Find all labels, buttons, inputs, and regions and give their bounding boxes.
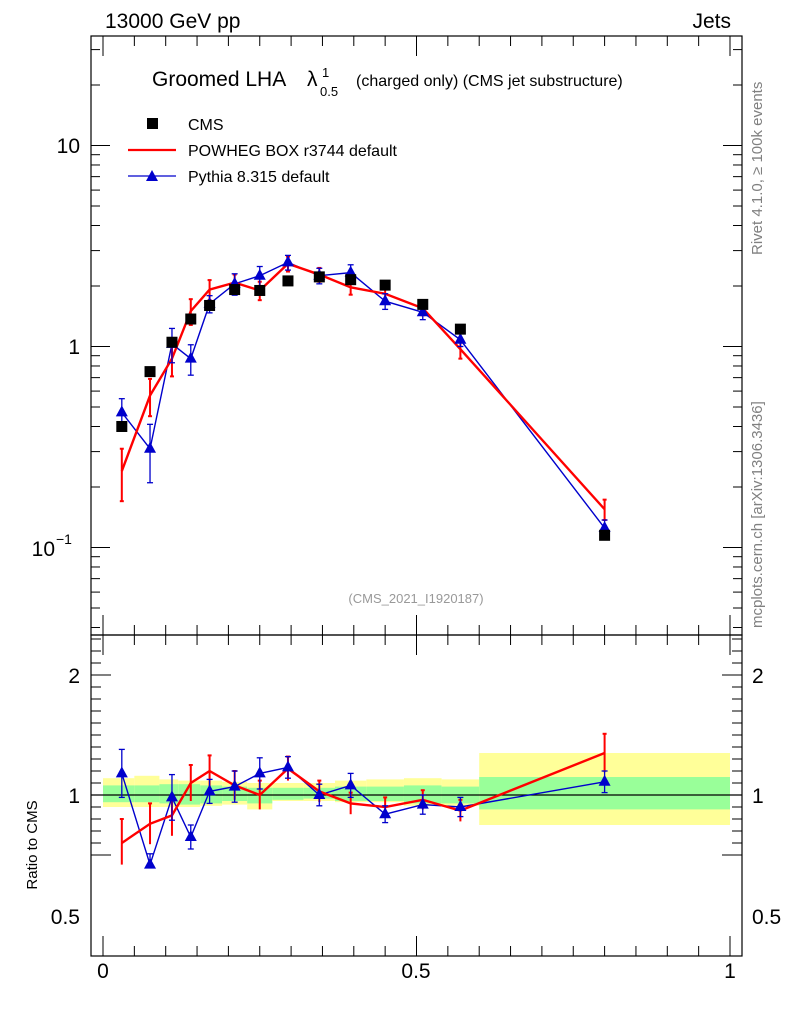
ratio-tick-1-left: 1 (68, 785, 80, 808)
legend: CMS POWHEG BOX r3744 default Pythia 8.31… (128, 117, 398, 186)
ratio-tick-1-right: 1 (752, 785, 764, 808)
pythia-ratio-line (121, 766, 605, 867)
cms-data-point (345, 274, 357, 286)
pythia-ratio-point (184, 830, 197, 841)
main-axis-ticks (91, 36, 742, 635)
cms-data-point (229, 284, 241, 296)
legend-powheg-label: POWHEG BOX r3744 default (188, 143, 398, 160)
pythia-ratio-point (313, 788, 326, 799)
pythia-ratio-point (115, 766, 128, 778)
cms-data-point (185, 313, 197, 325)
pythia-series-line (121, 261, 606, 529)
main-data-layer (115, 254, 611, 541)
y-tick-10: 10 (57, 135, 80, 158)
pythia-ratio-point (344, 778, 357, 790)
title-rest: (charged only) (CMS jet substructure) (356, 73, 623, 90)
legend-cms-marker (147, 118, 158, 129)
ratio-y-axis-label: Ratio to CMS (24, 800, 41, 889)
pythia-point (344, 265, 357, 277)
y-tick-0.1-base: 10 (32, 538, 55, 561)
pythia-ratio-point (379, 807, 392, 819)
title-lambda: λ (307, 68, 318, 91)
pythia-point (184, 351, 197, 363)
ratio-data-layer (115, 732, 611, 869)
ratio-band-inner (272, 787, 304, 800)
pythia-point (281, 255, 294, 267)
pythia-ratio-point (203, 784, 216, 796)
cms-data-point (313, 271, 325, 283)
pythia-point (253, 268, 266, 280)
mcplots-label: mcplots.cern.ch [arXiv:1306.3436] (749, 401, 766, 628)
ratio-tick-2-right: 2 (752, 665, 764, 688)
cms-data-point (116, 420, 128, 432)
x-tick-1: 1 (724, 960, 736, 983)
pythia-ratio-point (598, 774, 611, 786)
cms-data-point (379, 279, 391, 291)
rivet-label: Rivet 4.1.0, ≥ 100k events (749, 82, 766, 255)
cms-data-point (254, 284, 266, 296)
ratio-tick-2-left: 2 (68, 665, 80, 688)
x-tick-0: 0 (97, 960, 109, 983)
pythia-ratio-point (165, 790, 178, 802)
pythia-point (598, 521, 611, 533)
powheg-series-line (120, 262, 606, 511)
legend-pythia-marker (146, 170, 158, 181)
legend-cms-label: CMS (188, 117, 224, 134)
pythia-point (144, 441, 157, 453)
powheg-ratio-line (121, 751, 606, 844)
ratio-tick-05-left: 0.5 (51, 906, 80, 929)
y-tick-0.1-exp: −1 (56, 531, 72, 547)
ratio-axis-ticks (91, 635, 742, 956)
x-tick-0.5: 0.5 (401, 960, 430, 983)
pythia-ratio-point (228, 779, 241, 791)
process-header: Jets (692, 10, 731, 33)
pythia-point (115, 405, 128, 417)
pythia-point (454, 332, 467, 344)
ratio-band-inner (366, 786, 404, 801)
pythia-ratio-point (281, 760, 294, 772)
pythia-point (416, 305, 429, 317)
pythia-ratio-point (454, 800, 467, 811)
chart-title: Groomed LHA λ 1 0.5 (charged only) (CMS … (152, 65, 623, 99)
ratio-band-inner (134, 785, 160, 803)
cms-data-point (454, 323, 466, 335)
legend-pythia-label: Pythia 8.315 default (188, 169, 330, 186)
ratio-tick-05-right: 0.5 (752, 906, 781, 929)
cms-data-point (144, 366, 156, 378)
pythia-point (379, 294, 392, 306)
pythia-ratio-point (144, 857, 157, 869)
cms-data-point (417, 298, 429, 310)
pythia-ratio-point (416, 797, 429, 809)
title-subscript: 0.5 (320, 84, 338, 99)
title-main: Groomed LHA (152, 68, 286, 91)
cms-data-point (204, 299, 216, 311)
cms-data-point (166, 336, 178, 348)
pythia-ratio-point (253, 766, 266, 778)
cms-data-point (282, 275, 294, 287)
analysis-watermark: (CMS_2021_I1920187) (348, 591, 483, 606)
cms-data-point (599, 529, 611, 541)
title-superscript: 1 (322, 65, 329, 80)
y-tick-1: 1 (68, 336, 80, 359)
energy-header: 13000 GeV pp (105, 10, 240, 33)
